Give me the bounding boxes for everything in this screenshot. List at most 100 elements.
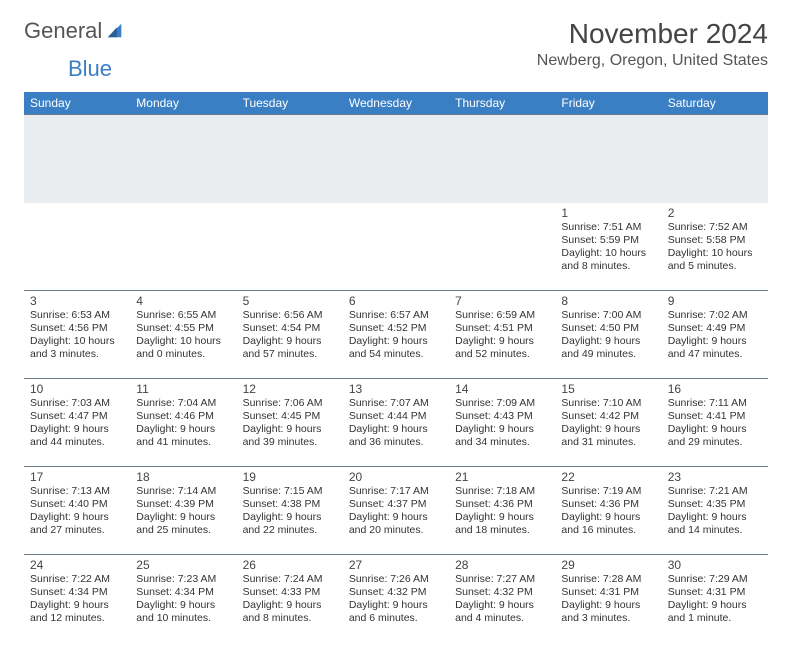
day-number: 19 <box>243 470 337 484</box>
weekday-header: Monday <box>130 92 236 115</box>
day-number: 29 <box>561 558 655 572</box>
sunset-text: Sunset: 4:31 PM <box>668 586 762 599</box>
weekday-header: Sunday <box>24 92 130 115</box>
calendar-day-cell: 5Sunrise: 6:56 AMSunset: 4:54 PMDaylight… <box>237 291 343 379</box>
calendar-day-cell: 30Sunrise: 7:29 AMSunset: 4:31 PMDayligh… <box>662 555 768 643</box>
sunset-text: Sunset: 4:51 PM <box>455 322 549 335</box>
day-number: 8 <box>561 294 655 308</box>
calendar-day-cell: 9Sunrise: 7:02 AMSunset: 4:49 PMDaylight… <box>662 291 768 379</box>
sunset-text: Sunset: 4:33 PM <box>243 586 337 599</box>
sunset-text: Sunset: 4:47 PM <box>30 410 124 423</box>
day-number: 15 <box>561 382 655 396</box>
sunset-text: Sunset: 4:56 PM <box>30 322 124 335</box>
sunset-text: Sunset: 4:36 PM <box>561 498 655 511</box>
daylight-text: Daylight: 9 hours and 20 minutes. <box>349 511 443 537</box>
logo-text-1: General <box>24 18 102 44</box>
calendar-week-row: 3Sunrise: 6:53 AMSunset: 4:56 PMDaylight… <box>24 291 768 379</box>
day-number: 12 <box>243 382 337 396</box>
calendar-day-cell: 25Sunrise: 7:23 AMSunset: 4:34 PMDayligh… <box>130 555 236 643</box>
page-title: November 2024 <box>537 18 768 50</box>
sunset-text: Sunset: 4:55 PM <box>136 322 230 335</box>
day-number: 28 <box>455 558 549 572</box>
calendar-empty-cell <box>24 203 130 291</box>
sunrise-text: Sunrise: 7:11 AM <box>668 397 762 410</box>
daylight-text: Daylight: 9 hours and 22 minutes. <box>243 511 337 537</box>
daylight-text: Daylight: 10 hours and 3 minutes. <box>30 335 124 361</box>
sunset-text: Sunset: 4:50 PM <box>561 322 655 335</box>
sunset-text: Sunset: 4:38 PM <box>243 498 337 511</box>
sunset-text: Sunset: 4:39 PM <box>136 498 230 511</box>
calendar-day-cell: 14Sunrise: 7:09 AMSunset: 4:43 PMDayligh… <box>449 379 555 467</box>
sunset-text: Sunset: 4:46 PM <box>136 410 230 423</box>
sunrise-text: Sunrise: 7:02 AM <box>668 309 762 322</box>
sunrise-text: Sunrise: 7:52 AM <box>668 221 762 234</box>
calendar-day-cell: 6Sunrise: 6:57 AMSunset: 4:52 PMDaylight… <box>343 291 449 379</box>
calendar-day-cell: 7Sunrise: 6:59 AMSunset: 4:51 PMDaylight… <box>449 291 555 379</box>
weekday-header: Friday <box>555 92 661 115</box>
daylight-text: Daylight: 10 hours and 0 minutes. <box>136 335 230 361</box>
calendar-day-cell: 4Sunrise: 6:55 AMSunset: 4:55 PMDaylight… <box>130 291 236 379</box>
calendar-week-row: 1Sunrise: 7:51 AMSunset: 5:59 PMDaylight… <box>24 203 768 291</box>
day-number: 7 <box>455 294 549 308</box>
sunrise-text: Sunrise: 7:28 AM <box>561 573 655 586</box>
sunrise-text: Sunrise: 7:17 AM <box>349 485 443 498</box>
sunrise-text: Sunrise: 7:04 AM <box>136 397 230 410</box>
sunrise-text: Sunrise: 6:55 AM <box>136 309 230 322</box>
calendar-day-cell: 17Sunrise: 7:13 AMSunset: 4:40 PMDayligh… <box>24 467 130 555</box>
calendar-day-cell: 11Sunrise: 7:04 AMSunset: 4:46 PMDayligh… <box>130 379 236 467</box>
calendar-day-cell: 12Sunrise: 7:06 AMSunset: 4:45 PMDayligh… <box>237 379 343 467</box>
sunset-text: Sunset: 4:49 PM <box>668 322 762 335</box>
sunrise-text: Sunrise: 7:26 AM <box>349 573 443 586</box>
sunrise-text: Sunrise: 7:14 AM <box>136 485 230 498</box>
sunset-text: Sunset: 5:59 PM <box>561 234 655 247</box>
sunset-text: Sunset: 4:31 PM <box>561 586 655 599</box>
sunset-text: Sunset: 5:58 PM <box>668 234 762 247</box>
calendar-day-cell: 13Sunrise: 7:07 AMSunset: 4:44 PMDayligh… <box>343 379 449 467</box>
calendar-day-cell: 15Sunrise: 7:10 AMSunset: 4:42 PMDayligh… <box>555 379 661 467</box>
day-number: 16 <box>668 382 762 396</box>
calendar-header-row: SundayMondayTuesdayWednesdayThursdayFrid… <box>24 92 768 115</box>
calendar-day-cell: 26Sunrise: 7:24 AMSunset: 4:33 PMDayligh… <box>237 555 343 643</box>
daylight-text: Daylight: 9 hours and 41 minutes. <box>136 423 230 449</box>
sunset-text: Sunset: 4:43 PM <box>455 410 549 423</box>
day-number: 10 <box>30 382 124 396</box>
day-number: 24 <box>30 558 124 572</box>
day-number: 6 <box>349 294 443 308</box>
sunset-text: Sunset: 4:42 PM <box>561 410 655 423</box>
daylight-text: Daylight: 9 hours and 3 minutes. <box>561 599 655 625</box>
sunset-text: Sunset: 4:32 PM <box>349 586 443 599</box>
title-block: November 2024 Newberg, Oregon, United St… <box>537 18 768 70</box>
sunrise-text: Sunrise: 6:57 AM <box>349 309 443 322</box>
daylight-text: Daylight: 9 hours and 14 minutes. <box>668 511 762 537</box>
sunrise-text: Sunrise: 7:07 AM <box>349 397 443 410</box>
day-number: 1 <box>561 206 655 220</box>
calendar-day-cell: 8Sunrise: 7:00 AMSunset: 4:50 PMDaylight… <box>555 291 661 379</box>
daylight-text: Daylight: 9 hours and 10 minutes. <box>136 599 230 625</box>
calendar-empty-cell <box>449 203 555 291</box>
daylight-text: Daylight: 9 hours and 8 minutes. <box>243 599 337 625</box>
calendar-empty-cell <box>237 203 343 291</box>
calendar-empty-cell <box>343 203 449 291</box>
calendar-day-cell: 21Sunrise: 7:18 AMSunset: 4:36 PMDayligh… <box>449 467 555 555</box>
day-number: 18 <box>136 470 230 484</box>
weekday-header: Thursday <box>449 92 555 115</box>
sunset-text: Sunset: 4:32 PM <box>455 586 549 599</box>
day-number: 23 <box>668 470 762 484</box>
daylight-text: Daylight: 9 hours and 34 minutes. <box>455 423 549 449</box>
calendar-day-cell: 27Sunrise: 7:26 AMSunset: 4:32 PMDayligh… <box>343 555 449 643</box>
brand-logo: General <box>24 18 126 44</box>
calendar-day-cell: 19Sunrise: 7:15 AMSunset: 4:38 PMDayligh… <box>237 467 343 555</box>
calendar-day-cell: 20Sunrise: 7:17 AMSunset: 4:37 PMDayligh… <box>343 467 449 555</box>
sunrise-text: Sunrise: 6:53 AM <box>30 309 124 322</box>
daylight-text: Daylight: 9 hours and 27 minutes. <box>30 511 124 537</box>
daylight-text: Daylight: 9 hours and 57 minutes. <box>243 335 337 361</box>
day-number: 14 <box>455 382 549 396</box>
calendar-day-cell: 10Sunrise: 7:03 AMSunset: 4:47 PMDayligh… <box>24 379 130 467</box>
sunrise-text: Sunrise: 6:59 AM <box>455 309 549 322</box>
day-number: 13 <box>349 382 443 396</box>
daylight-text: Daylight: 9 hours and 25 minutes. <box>136 511 230 537</box>
weekday-header: Tuesday <box>237 92 343 115</box>
calendar-day-cell: 2Sunrise: 7:52 AMSunset: 5:58 PMDaylight… <box>662 203 768 291</box>
calendar-day-cell: 18Sunrise: 7:14 AMSunset: 4:39 PMDayligh… <box>130 467 236 555</box>
day-number: 27 <box>349 558 443 572</box>
